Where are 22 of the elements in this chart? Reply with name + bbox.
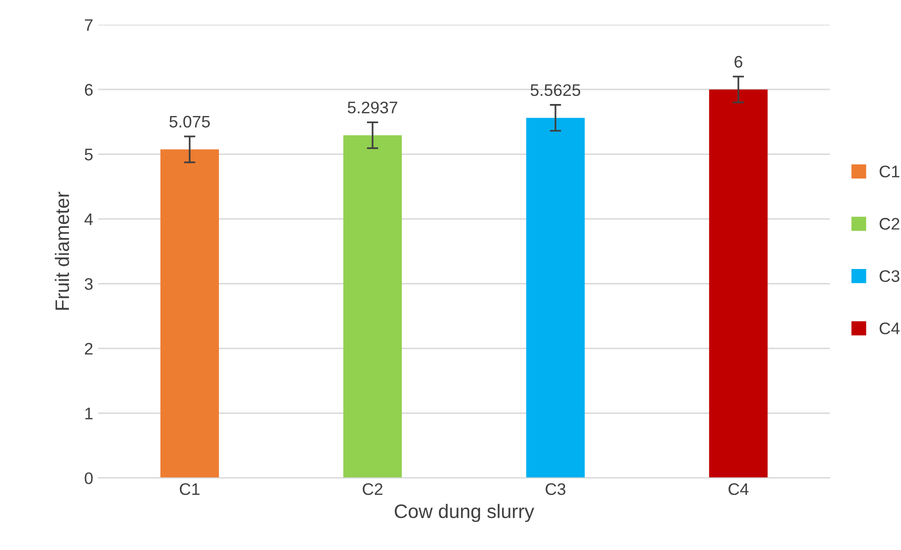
y-axis-title: Fruit diameter — [54, 192, 70, 310]
legend-label: C4 — [880, 322, 900, 334]
y-tick-label: 0 — [84, 472, 93, 484]
x-tick-label: C4 — [728, 483, 749, 496]
y-tick-label: 7 — [84, 19, 93, 31]
data-label: 6 — [734, 56, 742, 68]
y-tick-label: 6 — [84, 84, 93, 96]
y-tick-label: 4 — [84, 214, 93, 226]
x-axis-title: Cow dung slurry — [394, 504, 534, 522]
data-label: 5.2937 — [348, 102, 398, 114]
y-tick-label: 2 — [84, 342, 93, 355]
x-tick-label: C2 — [362, 483, 382, 496]
y-tick-label: 1 — [85, 408, 93, 420]
x-tick-label: C1 — [180, 483, 200, 496]
legend-label: C3 — [880, 270, 900, 282]
x-tick-label: C3 — [546, 483, 566, 496]
legend-label: C1 — [880, 166, 900, 178]
data-label: 5.5625 — [530, 84, 580, 96]
legend-label: C2 — [880, 218, 900, 230]
y-tick-label: 3 — [84, 278, 93, 290]
data-label: 5.075 — [169, 116, 210, 128]
y-tick-label: 5 — [84, 148, 93, 160]
